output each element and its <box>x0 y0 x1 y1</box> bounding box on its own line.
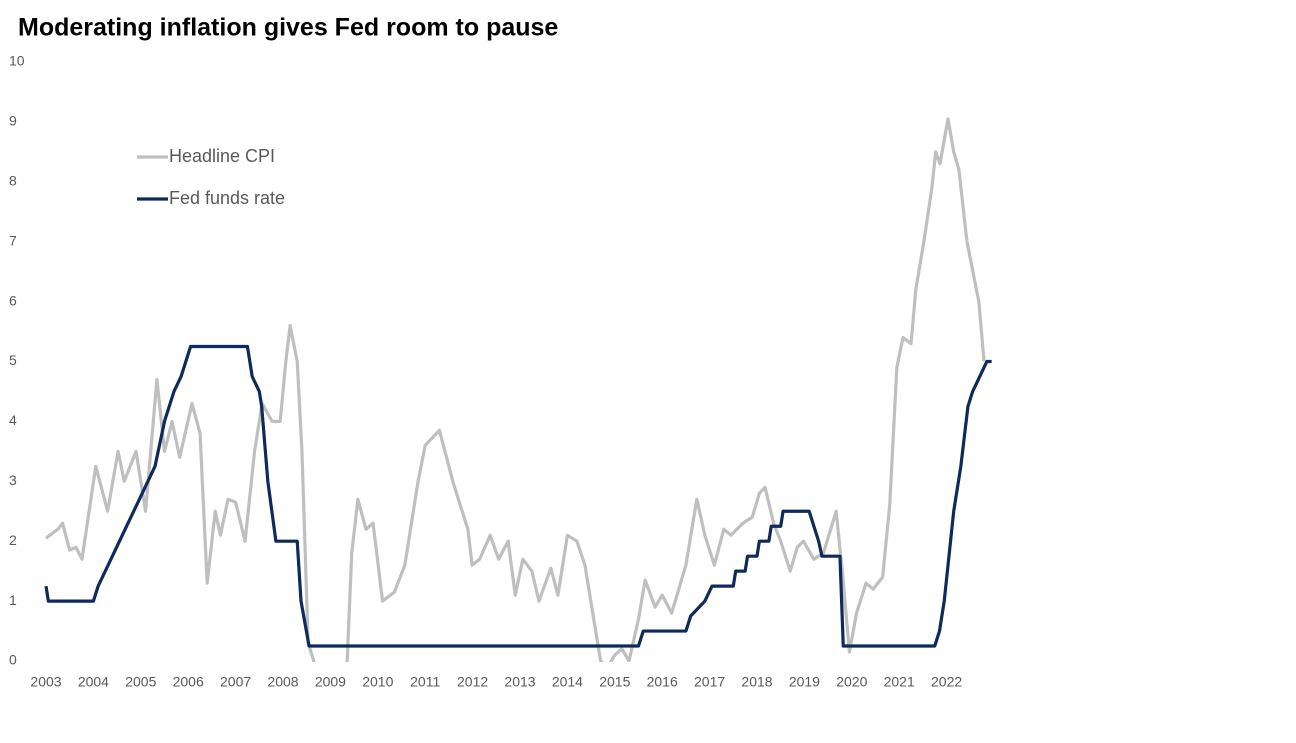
x-tick-label: 2017 <box>694 674 725 690</box>
y-tick-label: 3 <box>9 472 17 488</box>
y-tick-label: 2 <box>9 532 17 548</box>
y-tick-label: 0 <box>9 652 17 668</box>
x-tick-label: 2014 <box>552 674 583 690</box>
x-tick-label: 2013 <box>504 674 535 690</box>
plot-area <box>44 117 992 662</box>
x-tick-label: 2007 <box>220 674 251 690</box>
x-tick-label: 2003 <box>30 674 61 690</box>
x-tick-label: 2021 <box>884 674 915 690</box>
y-tick-label: 6 <box>9 292 17 308</box>
y-tick-label: 5 <box>9 352 17 368</box>
x-tick-label: 2005 <box>125 674 156 690</box>
x-tick-label: 2018 <box>741 674 772 690</box>
y-tick-label: 1 <box>9 592 17 608</box>
y-tick-label: 8 <box>9 173 17 189</box>
legend-label: Fed funds rate <box>169 188 285 208</box>
x-tick-label: 2006 <box>173 674 204 690</box>
x-tick-label: 2019 <box>789 674 820 690</box>
x-tick-label: 2022 <box>931 674 962 690</box>
legend-label: Headline CPI <box>169 146 275 166</box>
x-tick-label: 2016 <box>647 674 678 690</box>
x-tick-label: 2004 <box>78 674 109 690</box>
y-tick-label: 10 <box>9 53 25 69</box>
y-tick-label: 7 <box>9 232 17 248</box>
x-tick-label: 2015 <box>599 674 630 690</box>
x-tick-label: 2011 <box>410 674 440 690</box>
x-tick-label: 2012 <box>457 674 488 690</box>
line-series <box>45 117 986 662</box>
x-tick-label: 2008 <box>267 674 298 690</box>
y-tick-label: 4 <box>9 412 17 428</box>
y-tick-label: 9 <box>9 113 17 129</box>
x-tick-label: 2010 <box>362 674 393 690</box>
line-series <box>44 344 992 648</box>
chart-title: Moderating inflation gives Fed room to p… <box>18 14 558 42</box>
x-tick-label: 2020 <box>836 674 867 690</box>
x-tick-label: 2009 <box>315 674 346 690</box>
